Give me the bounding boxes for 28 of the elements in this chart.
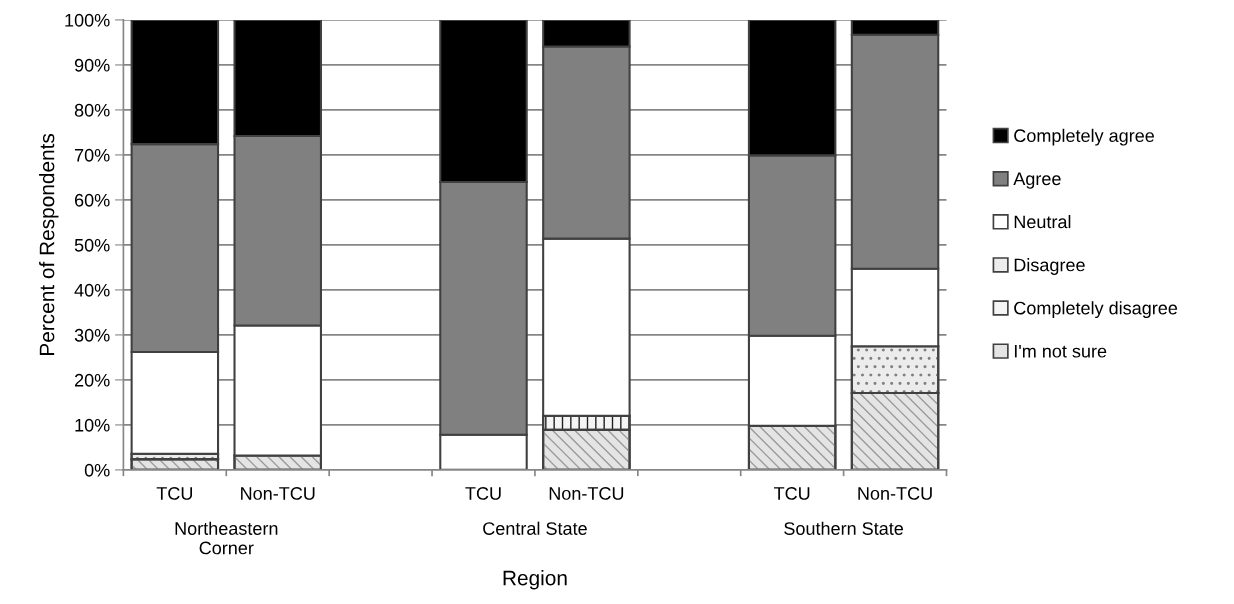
y-tick-label: 40% [74, 283, 110, 297]
legend-label: Agree [1013, 172, 1061, 189]
y-tick-label: 20% [74, 373, 110, 387]
y-tick-label: 60% [74, 193, 110, 207]
text: Northeastern Corner [175, 521, 278, 555]
y-tick-label: 100% [65, 13, 110, 27]
legend-label: Completely agree [1014, 128, 1154, 146]
y-tick-label: 30% [74, 328, 110, 342]
x-tick-label: TCU [156, 487, 192, 500]
x-tick-label: TCU [774, 487, 810, 500]
y-tick-label: 80% [74, 103, 110, 117]
y-tick-label: 70% [74, 148, 110, 162]
y-tick-label: 50% [74, 238, 110, 252]
y-tick-label: 0% [84, 463, 110, 477]
legend-label: Completely disagree [1014, 301, 1178, 319]
text: Southern State [784, 521, 904, 535]
x-tick-label: Non-TCU [858, 487, 932, 500]
legend-label: I'm not sure [1014, 344, 1107, 358]
text: Central State [483, 521, 587, 535]
y-tick-label: 10% [75, 418, 110, 432]
legend-label: Disagree [1014, 258, 1085, 275]
x-axis-title: Region [503, 570, 567, 590]
y-tick-label: 90% [74, 58, 110, 72]
legend-label: Neutral [1014, 215, 1071, 229]
x-tick-label: Non-TCU [241, 487, 315, 500]
y-axis-title: Percent of Respondents [39, 133, 59, 355]
x-tick-label: Non-TCU [549, 487, 624, 500]
x-tick-label: TCU [465, 487, 501, 500]
